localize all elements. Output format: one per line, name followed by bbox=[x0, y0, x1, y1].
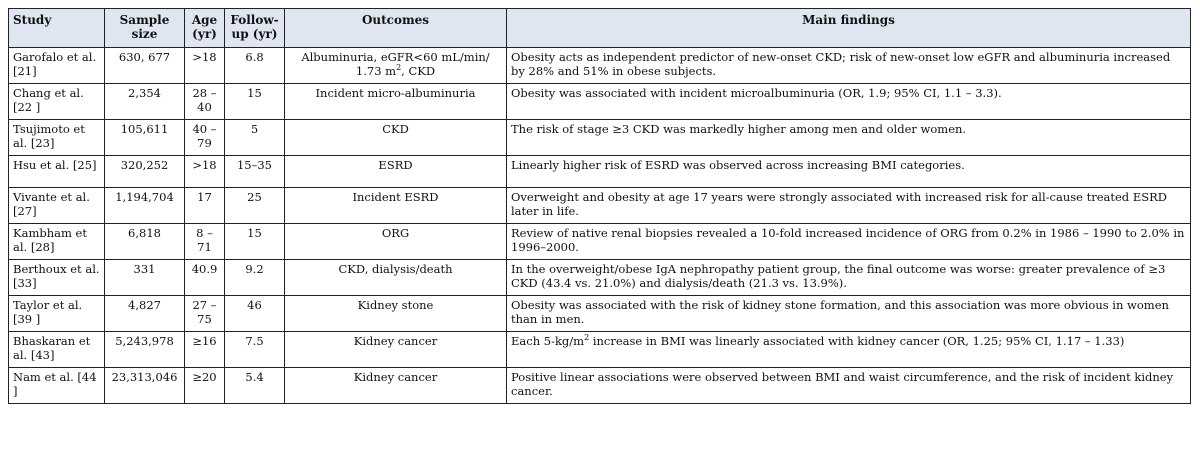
cell-study: Taylor et al. [39 ] bbox=[8, 295, 105, 332]
cell-findings: Obesity was associated with incident mic… bbox=[506, 83, 1191, 120]
table-row: Chang et al. [22 ] 2,354 28 – 40 15 Inci… bbox=[8, 83, 1191, 120]
cell-study: Chang et al. [22 ] bbox=[8, 83, 105, 120]
cell-findings: Obesity was associated with the risk of … bbox=[506, 295, 1191, 332]
superscript: 2 bbox=[584, 333, 590, 343]
header-main-findings: Main findings bbox=[506, 8, 1191, 48]
cell-follow-up: 7.5 bbox=[224, 331, 285, 368]
cell-findings: Review of native renal biopsies revealed… bbox=[506, 223, 1191, 260]
cell-follow-up: 9.2 bbox=[224, 259, 285, 296]
cell-follow-up: 5 bbox=[224, 119, 285, 156]
cell-study: Vivante et al. [27] bbox=[8, 187, 105, 224]
table-row: Taylor et al. [39 ] 4,827 27 – 75 46 Kid… bbox=[8, 295, 1191, 332]
cell-outcomes: Incident micro-albuminuria bbox=[284, 83, 507, 120]
cell-findings: Each 5-kg/m2 increase in BMI was linearl… bbox=[506, 331, 1191, 368]
cell-study: Garofalo et al. [21] bbox=[8, 47, 105, 84]
cell-age: 40.9 bbox=[184, 259, 225, 296]
cell-findings: Obesity acts as independent predictor of… bbox=[506, 47, 1191, 84]
table-row: Kambham et al. [28] 6,818 8 – 71 15 ORG … bbox=[8, 223, 1191, 260]
findings-text: Each 5-kg/m bbox=[511, 334, 585, 348]
cell-study: Hsu et al. [25] bbox=[8, 155, 105, 188]
cell-age: 17 bbox=[184, 187, 225, 224]
cell-outcomes: Kidney stone bbox=[284, 295, 507, 332]
table-row: Garofalo et al. [21] 630, 677 >18 6.8 Al… bbox=[8, 47, 1191, 84]
cell-sample-size: 23,313,046 bbox=[104, 367, 185, 404]
outcomes-text-end: , CKD bbox=[401, 64, 436, 78]
cell-sample-size: 2,354 bbox=[104, 83, 185, 120]
cell-sample-size: 1,194,704 bbox=[104, 187, 185, 224]
cell-sample-size: 320,252 bbox=[104, 155, 185, 188]
cell-age: 40 – 79 bbox=[184, 119, 225, 156]
table-row: Hsu et al. [25] 320,252 >18 15–35 ESRD L… bbox=[8, 155, 1191, 188]
cell-follow-up: 25 bbox=[224, 187, 285, 224]
cell-sample-size: 4,827 bbox=[104, 295, 185, 332]
cell-age: ≥20 bbox=[184, 367, 225, 404]
cell-study: Kambham et al. [28] bbox=[8, 223, 105, 260]
studies-table: Study Sample size Age (yr) Follow-up (yr… bbox=[8, 8, 1191, 404]
table-row: Tsujimoto et al. [23] 105,611 40 – 79 5 … bbox=[8, 119, 1191, 156]
cell-age: 8 – 71 bbox=[184, 223, 225, 260]
cell-outcomes: Incident ESRD bbox=[284, 187, 507, 224]
cell-outcomes: Kidney cancer bbox=[284, 331, 507, 368]
cell-outcomes: ESRD bbox=[284, 155, 507, 188]
cell-age: ≥16 bbox=[184, 331, 225, 368]
cell-findings: Positive linear associations were observ… bbox=[506, 367, 1191, 404]
cell-findings: Linearly higher risk of ESRD was observe… bbox=[506, 155, 1191, 188]
header-study: Study bbox=[8, 8, 105, 48]
header-row: Study Sample size Age (yr) Follow-up (yr… bbox=[8, 8, 1191, 48]
cell-age: 28 – 40 bbox=[184, 83, 225, 120]
cell-study: Tsujimoto et al. [23] bbox=[8, 119, 105, 156]
cell-outcomes: Kidney cancer bbox=[284, 367, 507, 404]
cell-study: Nam et al. [44 ] bbox=[8, 367, 105, 404]
table-container: Study Sample size Age (yr) Follow-up (yr… bbox=[8, 8, 1191, 404]
cell-sample-size: 105,611 bbox=[104, 119, 185, 156]
cell-findings: In the overweight/obese IgA nephropathy … bbox=[506, 259, 1191, 296]
cell-outcomes: ORG bbox=[284, 223, 507, 260]
cell-sample-size: 630, 677 bbox=[104, 47, 185, 84]
superscript: 2 bbox=[396, 63, 402, 73]
cell-outcomes: CKD bbox=[284, 119, 507, 156]
cell-findings: Overweight and obesity at age 17 years w… bbox=[506, 187, 1191, 224]
cell-study: Berthoux et al. [33] bbox=[8, 259, 105, 296]
table-row: Nam et al. [44 ] 23,313,046 ≥20 5.4 Kidn… bbox=[8, 367, 1191, 404]
cell-outcomes: Albuminuria, eGFR<60 mL/min/ 1.73 m2, CK… bbox=[284, 47, 507, 84]
cell-findings: The risk of stage ≥3 CKD was markedly hi… bbox=[506, 119, 1191, 156]
cell-sample-size: 6,818 bbox=[104, 223, 185, 260]
cell-age: >18 bbox=[184, 47, 225, 84]
cell-age: >18 bbox=[184, 155, 225, 188]
cell-age: 27 – 75 bbox=[184, 295, 225, 332]
header-follow-up: Follow-up (yr) bbox=[224, 8, 285, 48]
cell-follow-up: 15 bbox=[224, 83, 285, 120]
cell-follow-up: 46 bbox=[224, 295, 285, 332]
cell-follow-up: 5.4 bbox=[224, 367, 285, 404]
cell-sample-size: 331 bbox=[104, 259, 185, 296]
cell-follow-up: 6.8 bbox=[224, 47, 285, 84]
table-row: Berthoux et al. [33] 331 40.9 9.2 CKD, d… bbox=[8, 259, 1191, 296]
cell-sample-size: 5,243,978 bbox=[104, 331, 185, 368]
header-age: Age (yr) bbox=[184, 8, 225, 48]
table-row: Vivante et al. [27] 1,194,704 17 25 Inci… bbox=[8, 187, 1191, 224]
header-outcomes: Outcomes bbox=[284, 8, 507, 48]
cell-follow-up: 15–35 bbox=[224, 155, 285, 188]
cell-follow-up: 15 bbox=[224, 223, 285, 260]
outcomes-text: Albuminuria, eGFR<60 mL/min/ 1.73 m bbox=[301, 50, 490, 78]
cell-outcomes: CKD, dialysis/death bbox=[284, 259, 507, 296]
header-sample-size: Sample size bbox=[104, 8, 185, 48]
table-row: Bhaskaran et al. [43] 5,243,978 ≥16 7.5 … bbox=[8, 331, 1191, 368]
findings-text-end: increase in BMI was linearly associated … bbox=[589, 334, 1125, 348]
cell-study: Bhaskaran et al. [43] bbox=[8, 331, 105, 368]
